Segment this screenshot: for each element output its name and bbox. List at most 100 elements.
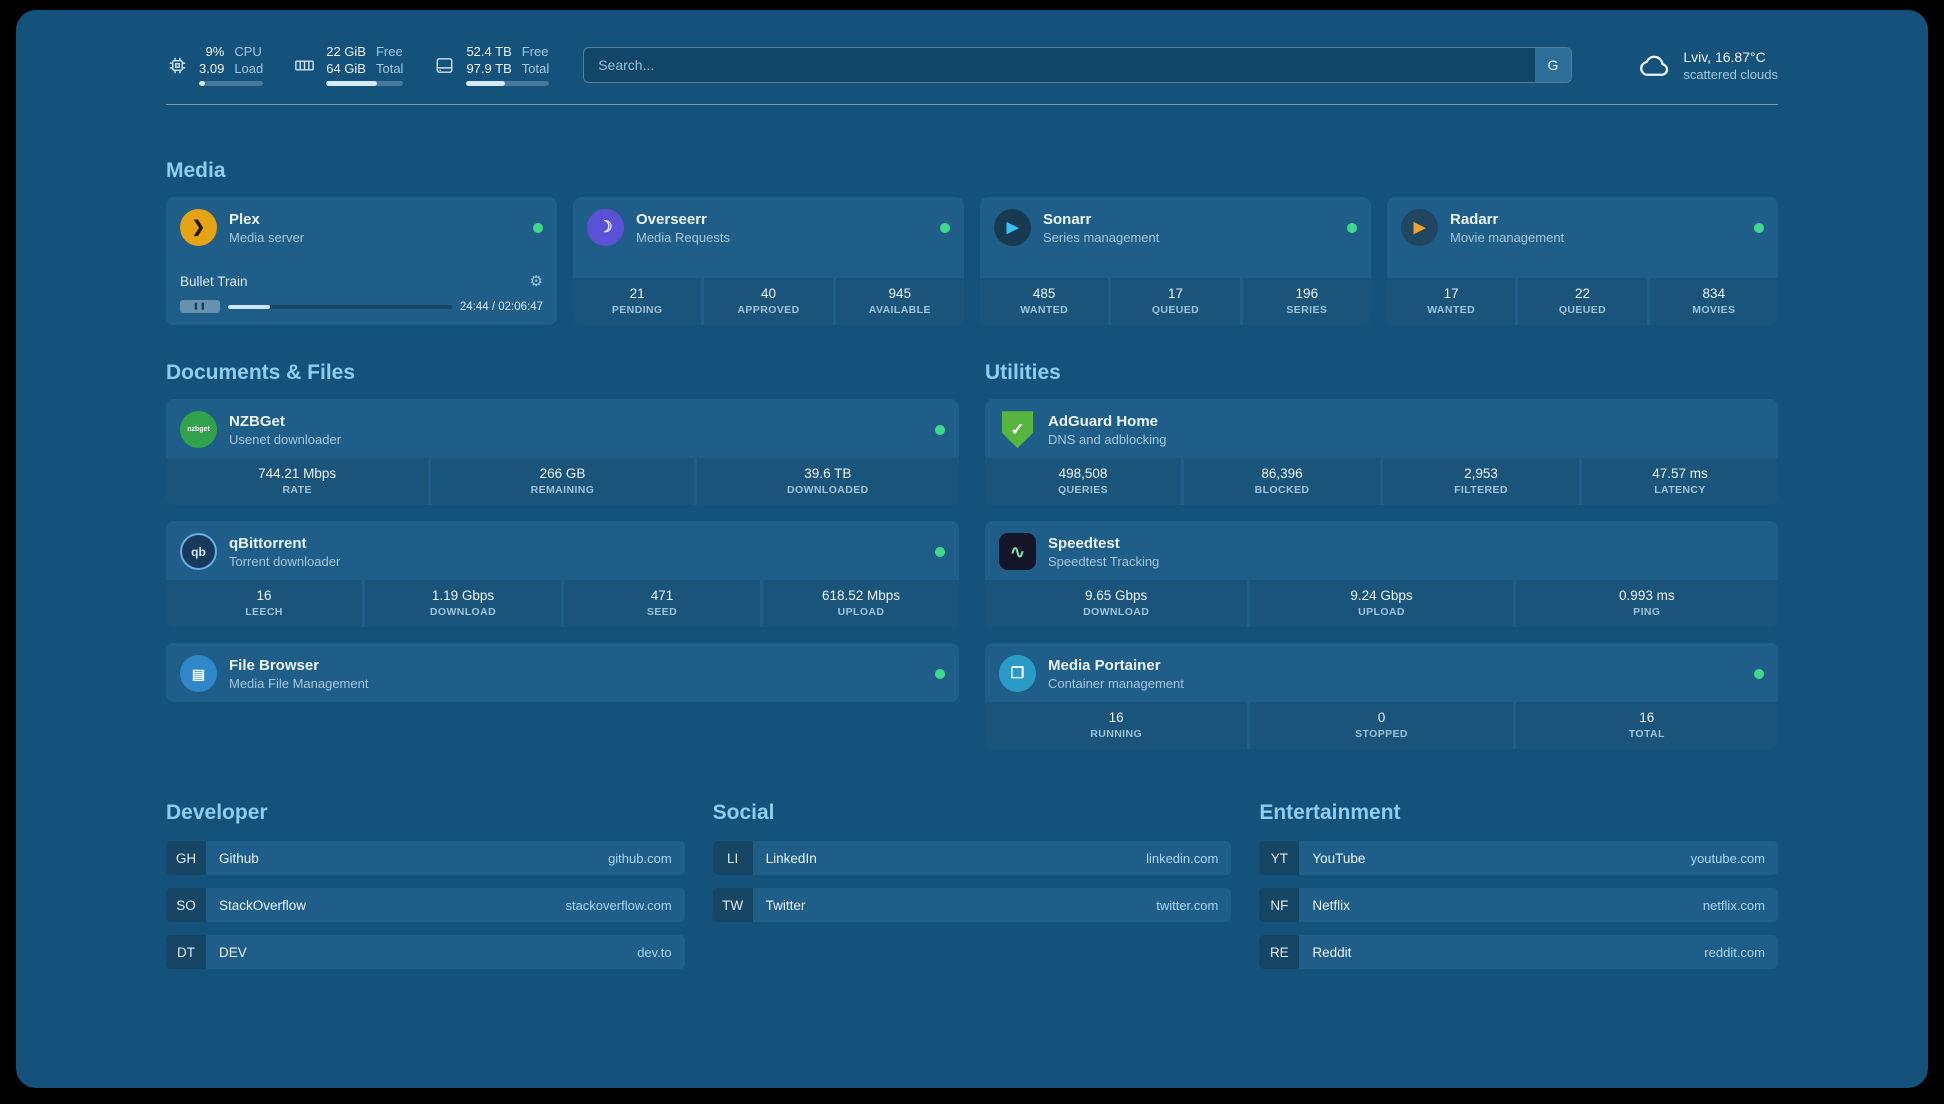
service-description: Movie management [1450,229,1565,245]
stat-label: QUERIES [1057,484,1109,497]
stat-value: 17 [1167,286,1183,302]
stat-queued: 22 QUEUED [1518,278,1647,326]
stat-value: 47.57 ms [1652,466,1708,482]
utilities-services: ✓ AdGuard Home DNS and adblocking 498,50… [985,399,1778,750]
stat-value: 9.65 Gbps [1085,588,1148,604]
service-description: Series management [1043,229,1160,245]
radarr-icon: ▶ [1401,209,1438,247]
service-card-plex[interactable]: ❯ Plex Media server Bullet Train ⚙ ❚❚ 24… [166,197,557,326]
bookmark-stackoverflow[interactable]: SO StackOverflow stackoverflow.com [166,888,685,923]
service-name: Media Portainer [1048,656,1161,674]
resource-progress-bar [326,81,404,87]
service-stats: 744.21 Mbps RATE 266 GB REMAINING 39.6 TB DOW… [166,458,959,506]
service-card-file-browser[interactable]: ▤ File Browser Media File Management [166,643,959,703]
status-online-dot [533,222,543,233]
bookmark-label: Netflix [1312,897,1350,913]
stat-label: LATENCY [1654,484,1706,497]
status-online-dot [935,424,945,435]
service-name: Plex [229,210,260,228]
disk-icon [433,54,456,77]
stat-value: 9.24 Gbps [1350,588,1413,604]
bookmark-linkedin[interactable]: LI LinkedIn linkedin.com [712,841,1232,876]
filebrowser-icon: ▤ [180,655,217,693]
service-card-nzbget[interactable]: nzbget NZBGet Usenet downloader 744.21 M… [166,399,959,506]
bookmark-netflix[interactable]: NF Netflix netflix.com [1259,888,1778,923]
search-provider-button[interactable]: G [1535,48,1571,83]
now-playing-row: Bullet Train ⚙ [180,272,543,290]
resource-value: 97.9 TB [466,60,512,76]
service-description: Media server [229,229,305,245]
stat-value: 196 [1295,286,1319,302]
stat-value: 39.6 TB [804,466,852,482]
bookmark-youtube[interactable]: YT YouTube youtube.com [1259,841,1778,876]
dashboard-screen: 9% CPU 3.09 Load 22 GiB Free 64 GiB Total 52.4 T… [16,10,1928,1088]
section-title-utilities: Utilities [985,361,1061,385]
service-card-adguard-home[interactable]: ✓ AdGuard Home DNS and adblocking 498,50… [985,399,1778,506]
qbittorrent-icon: qb [180,533,217,571]
service-stats: 16 RUNNING 0 STOPPED 16 TOTAL [985,702,1778,750]
service-card-sonarr[interactable]: ▶ Sonarr Series management 485 WANTED 17 QU… [980,197,1371,326]
bookmark-list: GH Github github.com SO StackOverflow st… [166,841,685,970]
stat-value: 485 [1032,286,1056,302]
bookmark-github[interactable]: GH Github github.com [166,841,685,876]
resource-progress-bar [466,81,550,87]
bookmark-dev[interactable]: DT DEV dev.to [166,935,685,970]
stat-label: STOPPED [1355,728,1408,741]
service-card-header: ▶ Sonarr Series management [980,197,1371,256]
stat-label: SEED [646,606,678,619]
stat-value: 0.993 ms [1619,588,1675,604]
stat-ping: 0.993 ms PING [1515,580,1778,628]
service-card-radarr[interactable]: ▶ Radarr Movie management 17 WANTED 22 QUEU… [1387,197,1778,326]
stat-rate: 744.21 Mbps RATE [166,458,429,506]
settings-gear-icon[interactable]: ⚙ [529,273,543,291]
now-playing-title: Bullet Train [180,273,248,289]
service-card-media-portainer[interactable]: ❐ Media Portainer Container management 1… [985,643,1778,750]
section-media: Media ❯ Plex Media server Bullet Train ⚙… [166,159,1778,326]
bookmark-label: LinkedIn [765,850,817,866]
playback-progress-bar[interactable] [227,304,452,309]
stat-filtered: 2,953 FILTERED [1383,458,1579,506]
status-online-dot [1754,668,1764,679]
stat-value: 21 [629,286,645,302]
service-name: AdGuard Home [1048,412,1159,430]
service-card-header: ☽ Overseerr Media Requests [573,197,964,256]
stat-value: 16 [1639,710,1655,726]
cpu-icon [166,54,189,77]
documents-services: nzbget NZBGet Usenet downloader 744.21 M… [166,399,959,703]
service-card-header: ▤ File Browser Media File Management [166,643,959,702]
service-name: Overseerr [636,210,707,228]
service-name: File Browser [229,656,320,674]
stat-available: 945 AVAILABLE [835,278,964,326]
adguard-shield-icon: ✓ [1001,411,1034,449]
service-card-qbittorrent[interactable]: qb qBittorrent Torrent downloader 16 LEEC… [166,521,959,628]
bookmark-list: LI LinkedIn linkedin.com TW Twitter twit… [712,841,1232,923]
plex-icon: ❯ [180,209,217,247]
bookmark-list: YT YouTube youtube.com NF Netflix netfli… [1259,841,1778,970]
stat-blocked: 86,396 BLOCKED [1184,458,1380,506]
stat-label: APPROVED [737,304,800,317]
bookmark-reddit[interactable]: RE Reddit reddit.com [1259,935,1778,970]
stat-value: 16 [256,588,272,604]
pause-button[interactable]: ❚❚ [180,300,220,314]
stat-value: 40 [760,286,776,302]
bookmark-twitter[interactable]: TW Twitter twitter.com [712,888,1232,923]
stat-label: QUEUED [1558,304,1607,317]
weather-location: Lviv, 16.87°C [1683,48,1766,65]
search-input[interactable] [583,47,1572,84]
stat-movies: 834 MOVIES [1649,278,1778,326]
service-description: DNS and adblocking [1048,431,1167,447]
bookmark-url: twitter.com [1156,897,1219,913]
service-card-overseerr[interactable]: ☽ Overseerr Media Requests 21 PENDING 40 AP… [573,197,964,326]
service-meta: Sonarr Series management [1043,211,1159,245]
stat-stopped: 0 STOPPED [1250,702,1513,750]
service-description: Speedtest Tracking [1048,553,1160,569]
stat-approved: 40 APPROVED [704,278,833,326]
service-description: Media Requests [636,229,730,245]
speedtest-icon: ∿ [999,533,1036,571]
stat-leech: 16 LEECH [166,580,362,628]
status-online-dot [1754,222,1764,233]
section-title-media: Media [166,159,226,183]
service-card-speedtest[interactable]: ∿ Speedtest Speedtest Tracking 9.65 Gbps… [985,521,1778,628]
status-online-dot [935,546,945,557]
service-description: Usenet downloader [229,431,342,447]
